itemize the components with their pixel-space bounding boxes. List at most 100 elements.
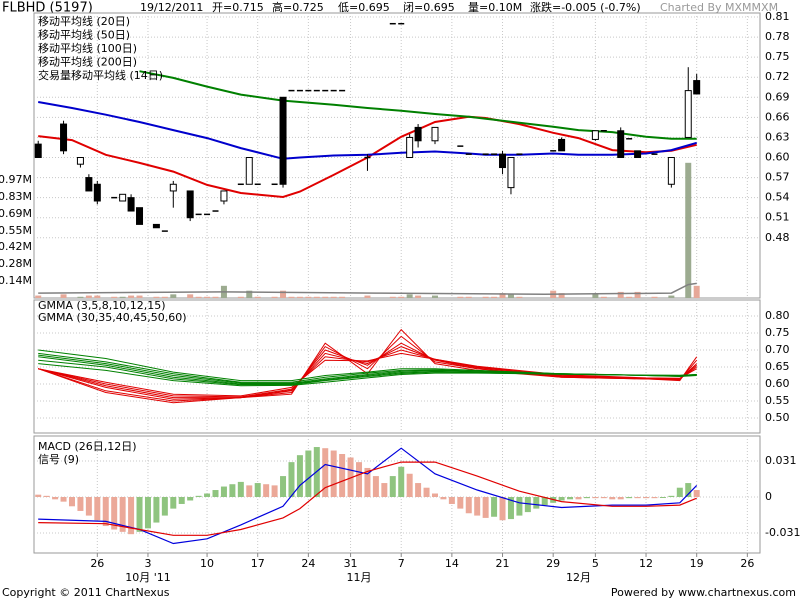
month-label: 10月 '11 bbox=[125, 571, 171, 584]
histogram-bar bbox=[161, 496, 168, 516]
high: 高=0.725 bbox=[272, 0, 324, 14]
ma-line bbox=[38, 282, 697, 296]
candle-body bbox=[186, 190, 194, 219]
histogram-bar bbox=[187, 496, 194, 501]
y-tick-label: 0.57 bbox=[765, 171, 790, 184]
y-tick-label: 0.65 bbox=[765, 360, 790, 373]
panel-frame bbox=[33, 299, 761, 434]
histogram-bar bbox=[170, 496, 177, 509]
legend-entry: 移动平均线 (20日) bbox=[38, 14, 130, 28]
candle-body bbox=[406, 136, 414, 159]
volume-bar bbox=[254, 296, 261, 298]
histogram-bar bbox=[178, 496, 185, 504]
histogram-bar bbox=[52, 496, 59, 500]
y-tick-label: 0.60 bbox=[765, 377, 790, 390]
histogram-bar bbox=[254, 483, 261, 497]
volume-bar bbox=[499, 293, 506, 298]
volume-bar bbox=[685, 162, 692, 298]
volume-bar bbox=[305, 296, 312, 298]
y-tick-label: 0.54 bbox=[765, 191, 790, 204]
histogram-bar bbox=[448, 496, 455, 504]
close: 闭=0.695 bbox=[403, 1, 455, 14]
candle-body bbox=[634, 150, 642, 159]
gmma-line bbox=[38, 363, 697, 387]
histogram-bar bbox=[474, 496, 481, 516]
candle-body bbox=[85, 177, 93, 192]
panel-frame bbox=[33, 12, 761, 299]
histogram-bar bbox=[43, 495, 50, 497]
powered-by: Powered by www.chartnexus.com bbox=[611, 586, 796, 599]
volume-bar bbox=[482, 296, 489, 298]
x-tick-label: 26 bbox=[90, 557, 104, 570]
y-tick-label: 0.75 bbox=[765, 50, 790, 63]
volume-bar bbox=[85, 295, 92, 298]
volume: 量=0.10M bbox=[468, 1, 522, 14]
histogram-bar bbox=[533, 496, 540, 509]
histogram-bar bbox=[499, 496, 506, 521]
histogram-bar bbox=[330, 450, 337, 497]
histogram-bar bbox=[600, 496, 607, 499]
symbol: FLBHD (5197) bbox=[2, 1, 93, 16]
histogram-bar bbox=[558, 496, 565, 501]
volume-bar bbox=[280, 290, 287, 298]
histogram-bar bbox=[119, 496, 126, 532]
volume-bar bbox=[119, 296, 126, 298]
histogram-bar bbox=[347, 457, 354, 497]
month-label: 11月 bbox=[347, 571, 372, 584]
x-tick-label: 26 bbox=[740, 557, 754, 570]
histogram-bar bbox=[583, 496, 590, 499]
y-tick-label: -0.031 bbox=[765, 526, 800, 539]
histogram-bar bbox=[626, 496, 633, 499]
histogram-bar bbox=[68, 496, 75, 507]
histogram-bar bbox=[457, 496, 464, 509]
candle-body bbox=[152, 223, 160, 229]
volume-bar bbox=[170, 294, 177, 298]
y-tick-label: 0.48 bbox=[765, 231, 790, 244]
histogram-bar bbox=[102, 496, 109, 527]
y-tick-label: 0.031 bbox=[765, 454, 797, 467]
histogram-bar bbox=[339, 454, 346, 497]
volume-bar bbox=[161, 296, 168, 298]
date: 19/12/2011 bbox=[140, 1, 203, 14]
ma-line bbox=[38, 101, 697, 160]
volume-bar bbox=[136, 295, 143, 298]
volume-bar bbox=[128, 295, 135, 298]
ma-line bbox=[38, 115, 697, 199]
legend-entry: GMMA (3,5,8,10,12,15) bbox=[38, 299, 166, 312]
volume-tick-label: 0.97M bbox=[0, 173, 32, 186]
histogram-bar bbox=[592, 496, 599, 499]
histogram-bar bbox=[229, 484, 236, 497]
month-label: 12月 bbox=[566, 571, 591, 584]
credit: Charted By MXMMXM bbox=[660, 1, 778, 14]
histogram-bar bbox=[651, 496, 658, 499]
histogram-bar bbox=[35, 494, 42, 497]
volume-bar bbox=[465, 296, 472, 298]
x-tick-label: 24 bbox=[301, 557, 315, 570]
legend-entry: 信号 (9) bbox=[38, 453, 79, 466]
histogram-bar bbox=[85, 496, 92, 516]
x-tick-label: 17 bbox=[251, 557, 265, 570]
volume-bar bbox=[313, 296, 320, 298]
candle-body bbox=[93, 183, 101, 202]
y-tick-label: 0.75 bbox=[765, 326, 790, 339]
x-tick-label: 29 bbox=[546, 557, 560, 570]
volume-bar bbox=[153, 296, 160, 298]
volume-bar bbox=[415, 295, 422, 298]
volume-bar bbox=[111, 296, 118, 298]
candle-body bbox=[617, 130, 625, 159]
x-tick-label: 21 bbox=[496, 557, 510, 570]
histogram-bar bbox=[280, 476, 287, 497]
y-tick-label: 0.60 bbox=[765, 151, 790, 164]
volume-bar bbox=[491, 296, 498, 298]
candle-body bbox=[667, 157, 675, 185]
y-tick-label: 0.78 bbox=[765, 30, 790, 43]
histogram-bar bbox=[220, 486, 227, 497]
legend-entry: MACD (26日,12日) bbox=[38, 440, 137, 453]
histogram-bar bbox=[381, 483, 388, 497]
volume-tick-label: 0.14M bbox=[0, 274, 32, 287]
volume-bar bbox=[634, 291, 641, 298]
volume-bar bbox=[339, 296, 346, 298]
volume-bar bbox=[558, 293, 565, 298]
histogram-bar bbox=[406, 473, 413, 497]
